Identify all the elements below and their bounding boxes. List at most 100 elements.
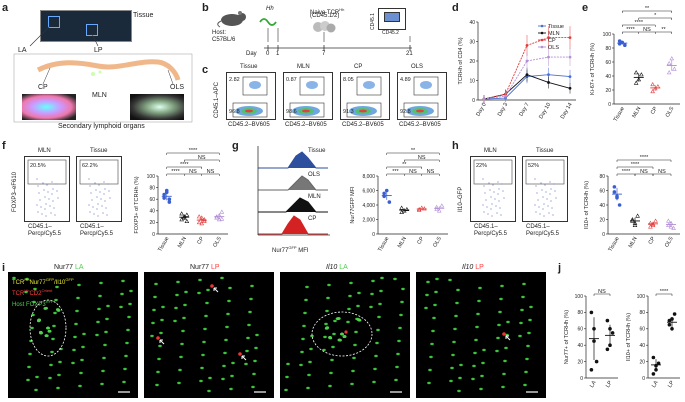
event-dot	[536, 192, 538, 194]
flow-plot: 8.05 91.3	[340, 72, 390, 120]
y-tick-label: 20	[469, 59, 475, 65]
data-point	[610, 331, 615, 335]
flow-title: OLS	[411, 64, 424, 70]
cell	[54, 298, 58, 302]
event-dot	[46, 184, 48, 186]
gate	[525, 159, 565, 185]
cell	[73, 335, 77, 339]
day-label: Day	[246, 51, 257, 57]
cell	[32, 300, 36, 304]
y-tick-label: 80	[577, 310, 583, 316]
event-dot	[44, 196, 46, 198]
data-point	[199, 221, 205, 226]
event-dot	[93, 213, 95, 215]
hist-xlabel: Nur77GFP MFI	[272, 245, 309, 254]
event-dot	[47, 191, 49, 193]
event-dot	[99, 191, 101, 193]
flow-title: Tissue	[240, 64, 258, 70]
cell	[220, 276, 224, 280]
panel-letter-b: b	[202, 2, 209, 14]
event-dot	[102, 212, 104, 214]
panel-e-chart: 0 20 40 60 80 100 Ki-67+ of TCRHh (%) Tissue MLN…	[590, 6, 680, 123]
event-dot	[483, 185, 485, 187]
population-gated	[363, 81, 375, 89]
cell	[35, 375, 39, 379]
significance-bracket	[638, 17, 672, 20]
event-dot	[52, 200, 54, 202]
significance-label: NS	[207, 169, 215, 175]
significance-label: NS	[198, 155, 206, 161]
lp-label: LP	[94, 47, 103, 54]
cell	[175, 293, 179, 297]
cell	[24, 290, 28, 294]
cell	[348, 294, 352, 298]
significance-bracket	[184, 159, 220, 162]
panel-c: Tissue 2.82 96.8 CD45.2–BV605 MLN 0.87 98.6 CD4…	[212, 64, 452, 136]
cell	[58, 360, 62, 364]
event-dot	[45, 215, 47, 217]
cell	[101, 369, 105, 373]
x-tick-label: MLN	[397, 236, 408, 249]
y-tick-label: 40	[599, 203, 605, 209]
data-point	[568, 36, 572, 39]
event-dot	[51, 181, 53, 183]
significance-label: NS	[658, 169, 666, 175]
flow-title: MLN	[38, 148, 51, 154]
event-dot	[88, 178, 90, 180]
cell	[201, 353, 205, 357]
legend-marker	[540, 38, 544, 42]
cell	[51, 337, 55, 341]
x-tick-label: CP	[416, 236, 425, 246]
cell	[244, 362, 248, 366]
x-tick-label: Tissue	[377, 236, 390, 253]
significance-label: **	[402, 162, 407, 168]
micrograph-title: Nur77 LA	[54, 264, 84, 271]
event-dot	[50, 212, 52, 214]
cell	[250, 284, 254, 288]
event-dot	[545, 191, 547, 193]
significance-label: **	[645, 6, 650, 12]
panel-a: Tissue LA LP CP MLN OLS Secondary lympho…	[8, 2, 198, 132]
data-point	[592, 339, 596, 343]
flow-xlabel: CD45.2–BV605	[399, 122, 441, 128]
population-peak	[245, 109, 253, 113]
cell	[306, 386, 310, 390]
cell	[180, 342, 184, 346]
y-tick-label: 60	[599, 188, 605, 194]
y-tick-label: 60	[605, 60, 611, 66]
cell	[331, 345, 335, 349]
cell	[97, 307, 101, 311]
data-point	[568, 55, 572, 59]
cell	[248, 310, 252, 314]
significance-bracket	[655, 293, 673, 296]
flow-xlabel-2: Percp/Cy5.5	[80, 231, 114, 237]
gate-bottom	[289, 102, 325, 118]
data-point	[216, 213, 222, 218]
cell	[455, 301, 459, 305]
significance-label: ****	[634, 20, 643, 26]
y-axis-label: Ki-67+ of TCRHh (%)	[590, 43, 596, 95]
data-point	[632, 222, 638, 227]
flow-density: 8.05 91.3	[343, 76, 382, 118]
cell	[225, 325, 229, 329]
significance-label: ****	[180, 162, 189, 168]
significance-bracket	[622, 10, 672, 13]
panel-i: Nur77 LA Nur77 LP Il10 LA Il10 LP TCRHhNur77…	[8, 264, 548, 400]
event-dot	[96, 196, 98, 198]
y-axis-label: Il10+ of TCRHh (%)	[584, 181, 590, 229]
cell	[397, 339, 401, 343]
panel-letter-h: h	[452, 140, 459, 152]
significance-label: ***	[392, 169, 399, 175]
cell	[356, 304, 360, 308]
data-point	[387, 200, 392, 204]
panel-j2-chart: 0 20 40 60 80 100 Il10+ of TCRHh (%) LA LP ****	[626, 289, 680, 389]
event-dot	[491, 215, 493, 217]
event-dot	[101, 205, 103, 207]
cell	[176, 280, 180, 284]
cell	[333, 319, 337, 323]
event-dot	[97, 215, 99, 217]
cell	[302, 324, 306, 328]
cell	[519, 321, 523, 325]
cell	[150, 334, 154, 338]
data-point	[632, 220, 638, 225]
